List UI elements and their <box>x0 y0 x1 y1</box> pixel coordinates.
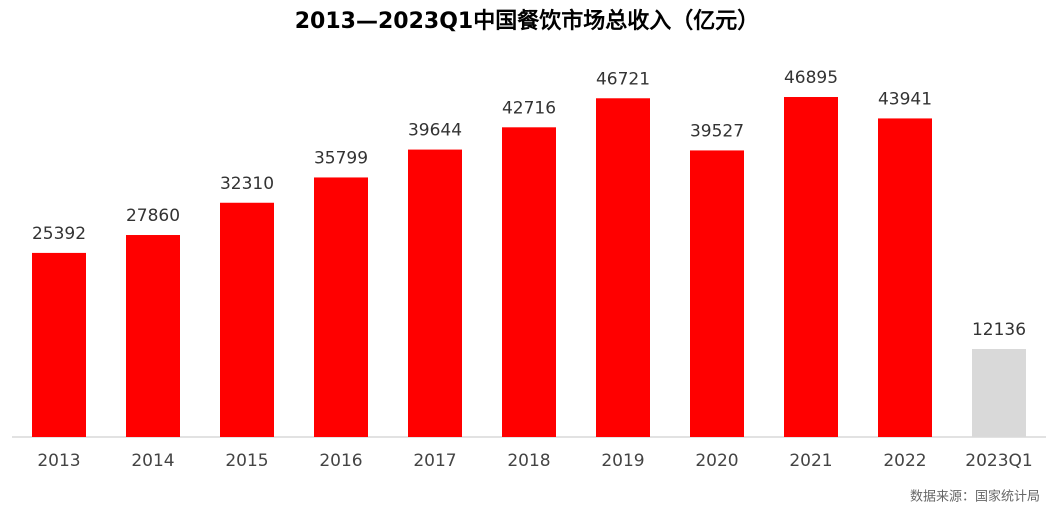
value-label: 35799 <box>314 148 368 168</box>
bar <box>690 150 744 437</box>
x-tick-label: 2023Q1 <box>965 451 1032 471</box>
value-label: 39527 <box>690 121 744 141</box>
bar <box>784 97 838 437</box>
chart-title: 2013—2023Q1中国餐饮市场总收入（亿元） <box>295 8 759 34</box>
x-tick-label: 2022 <box>883 451 926 471</box>
bar <box>408 149 462 437</box>
x-tick-label: 2014 <box>131 451 174 471</box>
x-tick-label: 2015 <box>225 451 268 471</box>
bar <box>314 177 368 437</box>
x-tick-label: 2016 <box>319 451 362 471</box>
bar <box>972 349 1026 437</box>
value-label: 43941 <box>878 89 932 109</box>
bar <box>220 202 274 437</box>
value-label: 27860 <box>126 206 180 226</box>
x-tick-label: 2017 <box>413 451 456 471</box>
x-tick-label: 2021 <box>789 451 832 471</box>
bar <box>502 127 556 438</box>
value-label: 25392 <box>32 224 86 244</box>
value-label: 46895 <box>784 68 838 88</box>
x-tick-label: 2019 <box>601 451 644 471</box>
value-label: 12136 <box>972 320 1026 340</box>
x-tick-label: 2013 <box>37 451 80 471</box>
bar <box>596 98 650 437</box>
value-label: 32310 <box>220 174 274 194</box>
x-tick-label: 2020 <box>695 451 738 471</box>
value-label: 39644 <box>408 121 462 141</box>
bar <box>126 235 180 437</box>
bar <box>32 252 86 437</box>
x-tick-label: 2018 <box>507 451 550 471</box>
value-label: 42716 <box>502 98 556 118</box>
value-label: 46721 <box>596 69 650 89</box>
source-note: 数据来源：国家统计局 <box>910 489 1040 505</box>
bar <box>878 118 932 438</box>
